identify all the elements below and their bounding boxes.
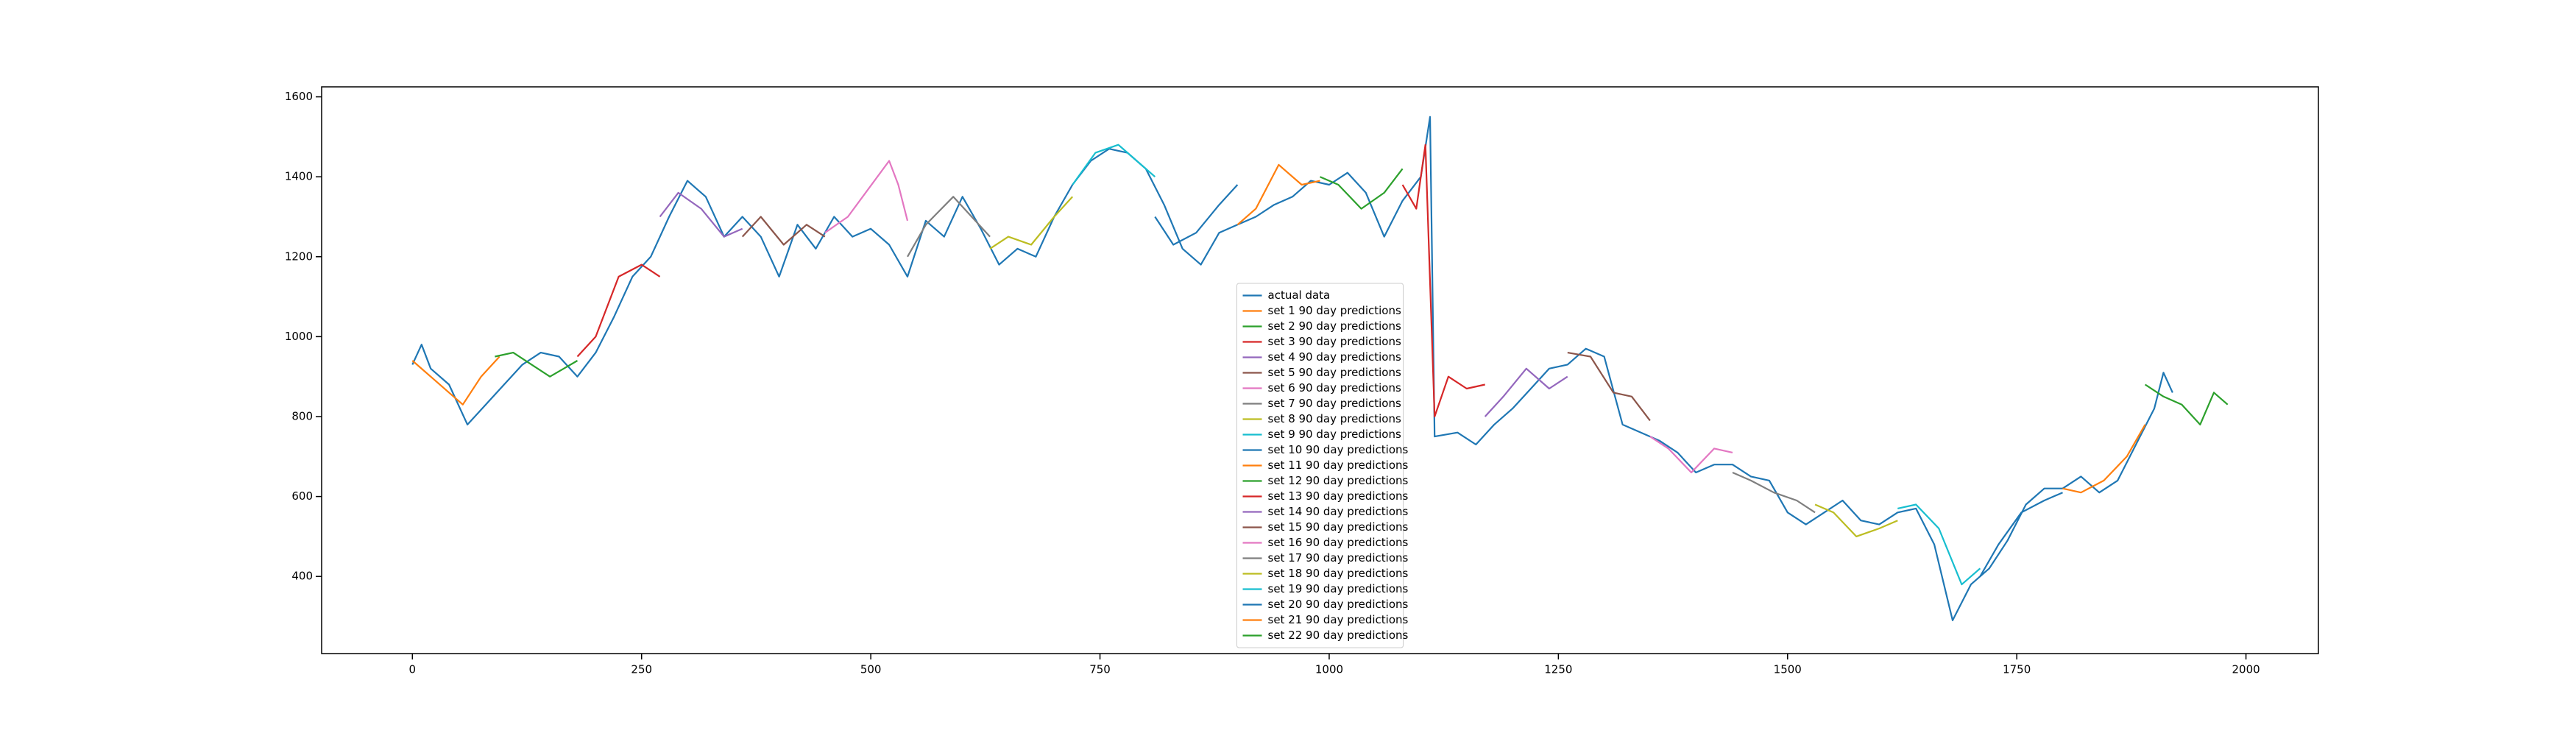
legend-label: set 3 90 day predictions bbox=[1268, 335, 1401, 348]
y-tick-label: 1400 bbox=[285, 170, 313, 183]
legend-label: set 10 90 day predictions bbox=[1268, 443, 1409, 456]
legend-label: actual data bbox=[1268, 289, 1331, 302]
y-tick-label: 800 bbox=[291, 409, 313, 422]
legend-label: set 4 90 day predictions bbox=[1268, 350, 1401, 364]
legend-label: set 14 90 day predictions bbox=[1268, 505, 1409, 518]
x-tick-label: 1250 bbox=[1544, 663, 1572, 676]
series-line bbox=[1567, 352, 1651, 422]
y-tick-label: 600 bbox=[291, 489, 313, 503]
y-tick-label: 400 bbox=[291, 570, 313, 583]
series-line bbox=[1484, 367, 1568, 417]
series-line bbox=[2144, 383, 2229, 425]
series-line bbox=[659, 191, 743, 238]
x-tick-label: 750 bbox=[1089, 663, 1111, 676]
series-line bbox=[1401, 144, 1485, 418]
series-line bbox=[741, 216, 826, 246]
series-line bbox=[411, 116, 2173, 621]
x-tick-label: 1000 bbox=[1315, 663, 1343, 676]
legend-label: set 2 90 day predictions bbox=[1268, 319, 1401, 333]
legend-label: set 21 90 day predictions bbox=[1268, 613, 1409, 626]
plot-area bbox=[411, 116, 2229, 621]
x-tick-label: 2000 bbox=[2232, 663, 2260, 676]
x-tick-label: 500 bbox=[860, 663, 882, 676]
y-tick-label: 1200 bbox=[285, 250, 313, 263]
series-line bbox=[989, 196, 1074, 250]
series-line bbox=[1236, 163, 1320, 226]
series-line bbox=[495, 352, 578, 378]
series-line bbox=[824, 160, 909, 234]
x-tick-label: 1500 bbox=[1774, 663, 1802, 676]
legend-label: set 7 90 day predictions bbox=[1268, 397, 1401, 410]
x-tick-label: 250 bbox=[631, 663, 652, 676]
series-line bbox=[576, 263, 661, 358]
legend-label: set 13 90 day predictions bbox=[1268, 489, 1409, 503]
series-line bbox=[907, 196, 991, 258]
legend-label: set 16 90 day predictions bbox=[1268, 536, 1409, 549]
legend-label: set 20 90 day predictions bbox=[1268, 598, 1409, 611]
y-tick-label: 1000 bbox=[285, 330, 313, 343]
legend-label: set 6 90 day predictions bbox=[1268, 381, 1401, 394]
series-line bbox=[1979, 492, 2063, 577]
legend-label: set 19 90 day predictions bbox=[1268, 582, 1409, 595]
legend-label: set 8 90 day predictions bbox=[1268, 412, 1401, 425]
legend-label: set 11 90 day predictions bbox=[1268, 459, 1409, 472]
series-line bbox=[411, 355, 500, 406]
series-line bbox=[1072, 144, 1156, 185]
legend-label: set 12 90 day predictions bbox=[1268, 474, 1409, 487]
legend-box bbox=[1236, 283, 1404, 648]
legend-label: set 17 90 day predictions bbox=[1268, 551, 1409, 565]
series-line bbox=[1897, 503, 1981, 586]
series-line bbox=[1814, 503, 1898, 537]
legend-label: set 18 90 day predictions bbox=[1268, 567, 1409, 580]
legend-label: set 1 90 day predictions bbox=[1268, 304, 1401, 317]
legend: actual data set 1 90 day predictions set 2… bbox=[1236, 283, 1409, 648]
legend-label: set 15 90 day predictions bbox=[1268, 520, 1409, 534]
series-line bbox=[2062, 424, 2146, 494]
y-tick-label: 1600 bbox=[285, 90, 313, 103]
series-line bbox=[1732, 471, 1816, 514]
legend-label: set 22 90 day predictions bbox=[1268, 629, 1409, 642]
series-line bbox=[1649, 436, 1733, 474]
x-tick-label: 0 bbox=[409, 663, 417, 676]
x-tick-label: 1750 bbox=[2003, 663, 2031, 676]
series-line bbox=[1154, 184, 1239, 246]
axes-frame bbox=[321, 86, 2319, 654]
legend-label: set 9 90 day predictions bbox=[1268, 428, 1401, 441]
legend-label: set 5 90 day predictions bbox=[1268, 366, 1401, 379]
series-line bbox=[1320, 168, 1404, 210]
